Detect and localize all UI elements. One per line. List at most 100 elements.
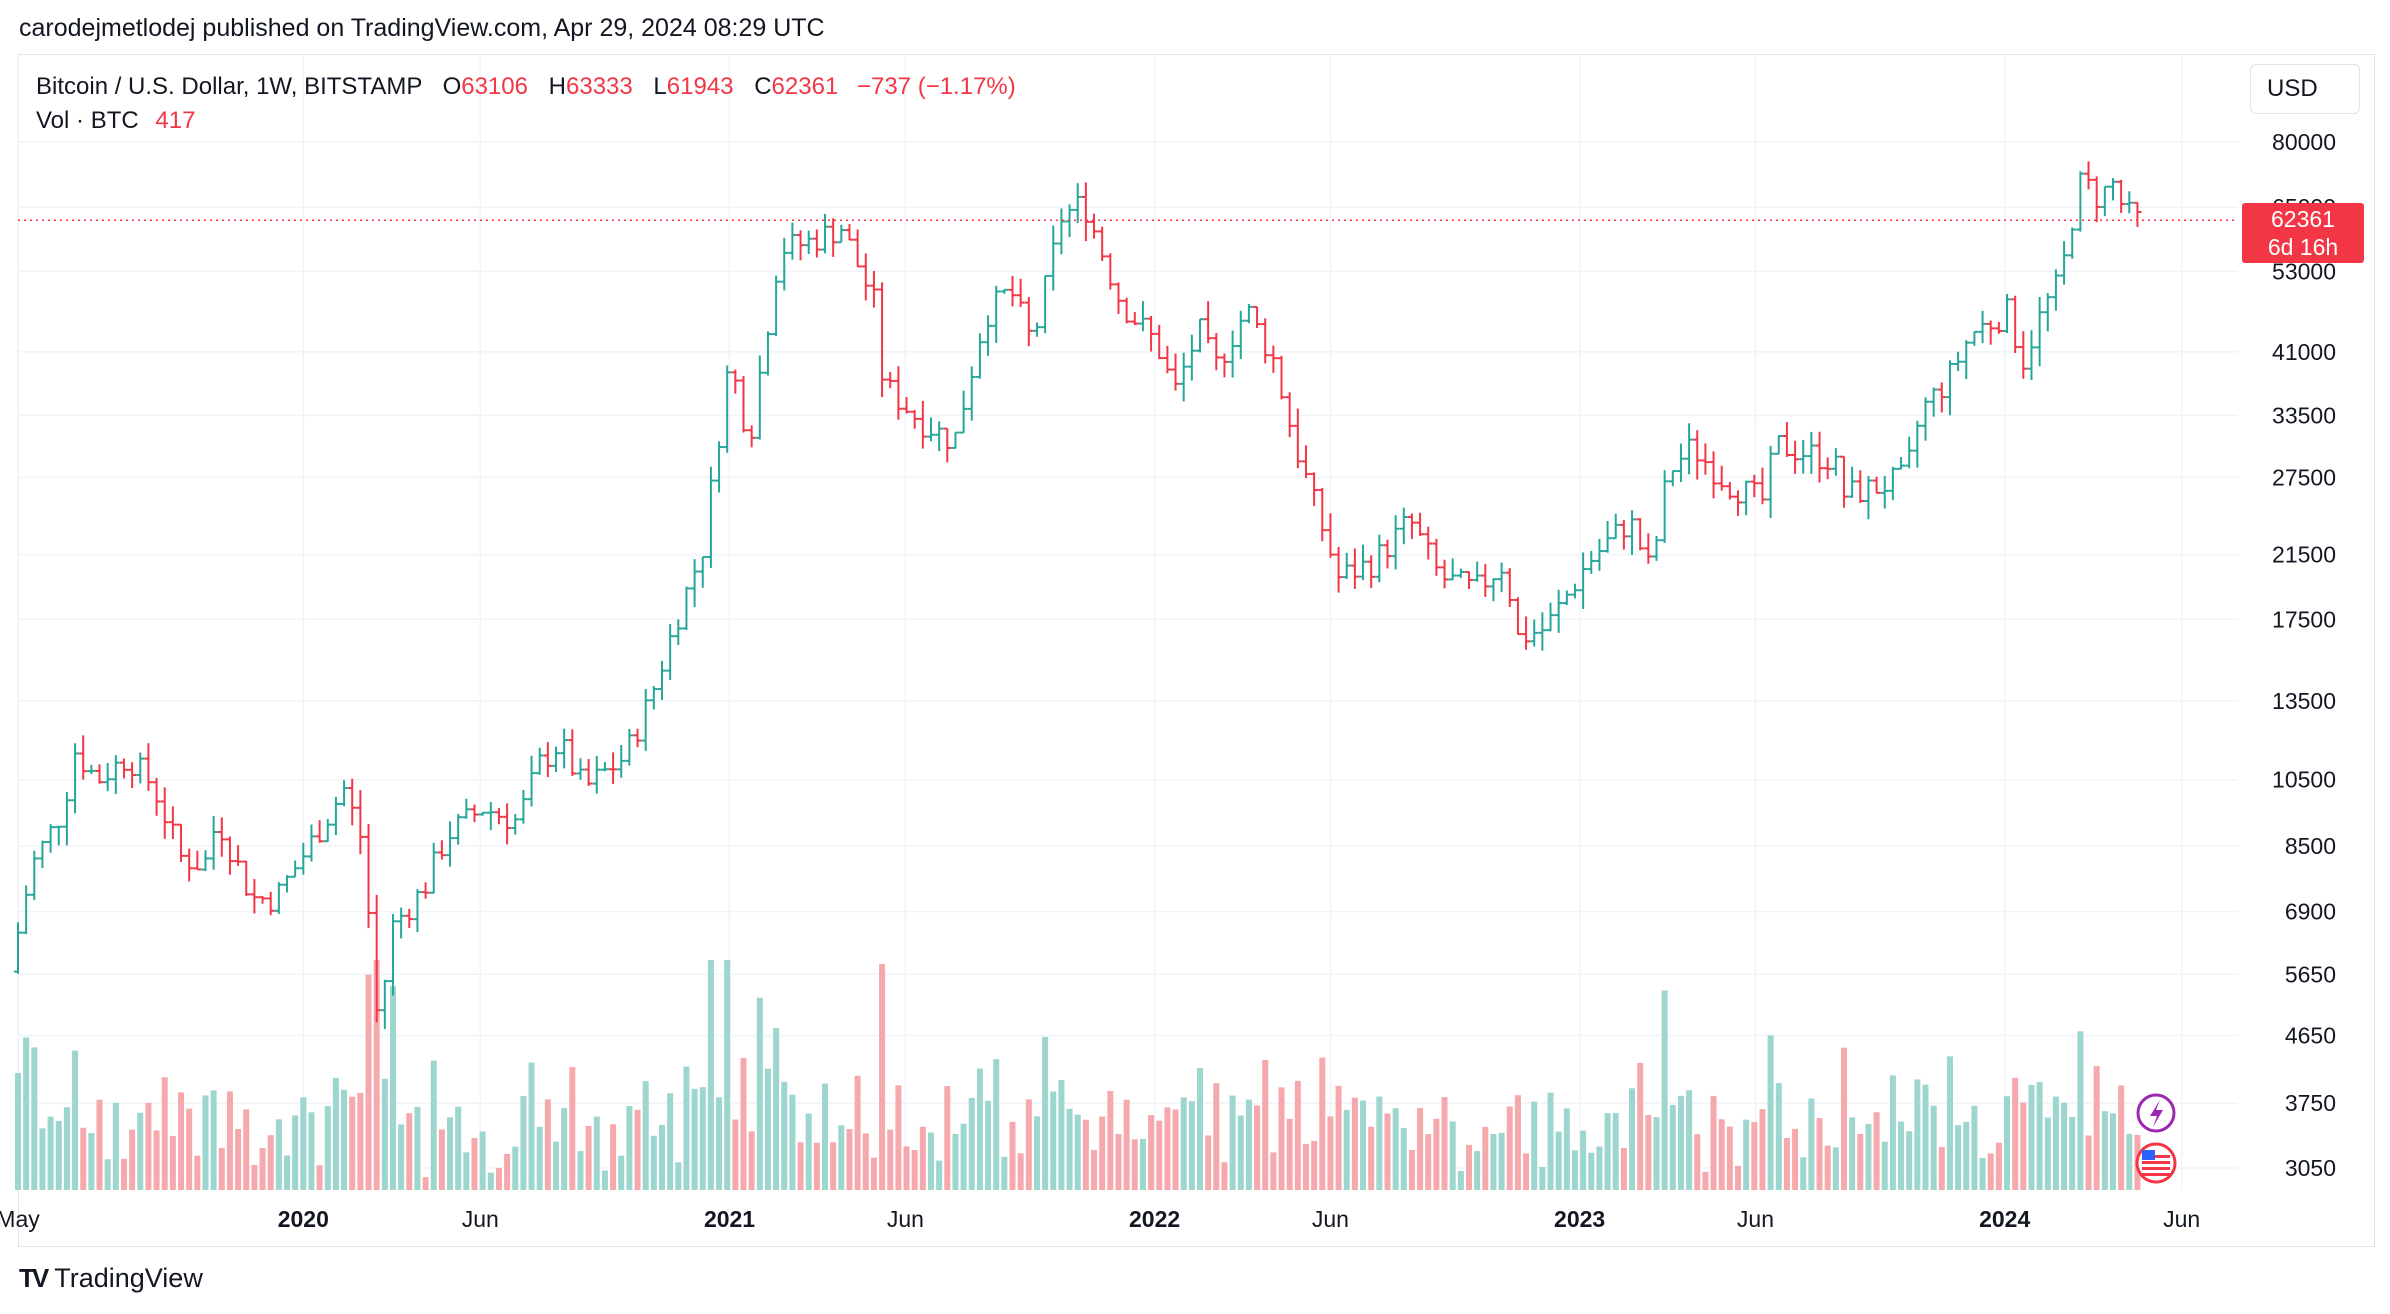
time-tick-label: 2023 xyxy=(1554,1206,1605,1232)
time-tick-label: 2020 xyxy=(278,1206,329,1232)
volume-bar xyxy=(1555,1131,1562,1190)
volume-bar xyxy=(463,1152,470,1190)
volume-bar xyxy=(1898,1121,1905,1190)
volume-bar xyxy=(1580,1130,1587,1190)
volume-bar xyxy=(1702,1171,1709,1190)
flag-stripe xyxy=(2142,1167,2170,1170)
volume-bar xyxy=(153,1130,160,1190)
volume-bar xyxy=(161,1077,168,1190)
volume-bar xyxy=(1686,1090,1693,1190)
volume-bar xyxy=(1759,1109,1766,1190)
volume-bar xyxy=(1808,1098,1815,1190)
volume-bar xyxy=(1482,1126,1489,1190)
volume-bar xyxy=(1335,1085,1342,1190)
volume-bar xyxy=(585,1125,592,1190)
volume-bar xyxy=(381,1078,388,1190)
volume-bar xyxy=(1677,1095,1684,1190)
tradingview-logo[interactable]: TV TradingView xyxy=(19,1263,203,1294)
volume-bar xyxy=(903,1146,910,1190)
volume-bar xyxy=(1245,1099,1252,1190)
volume-bar xyxy=(284,1155,291,1190)
volume-bar xyxy=(1327,1116,1334,1190)
volume-bar xyxy=(218,1147,225,1190)
volume-bar xyxy=(1270,1152,1277,1190)
time-tick-label: Jun xyxy=(462,1206,499,1232)
high-label: H xyxy=(548,73,566,100)
volume-bar xyxy=(1531,1101,1538,1190)
volume-bar xyxy=(438,1129,445,1190)
volume-bar xyxy=(724,960,731,1190)
volume-bar xyxy=(259,1147,266,1190)
volume-bar xyxy=(1792,1128,1799,1190)
volume-bar xyxy=(1645,1114,1652,1190)
volume-bar xyxy=(1474,1151,1481,1190)
volume-bar xyxy=(561,1107,568,1190)
volume-bar xyxy=(1612,1113,1619,1190)
volume-bar xyxy=(2077,1031,2084,1190)
volume-bar xyxy=(47,1116,54,1190)
volume-label[interactable]: Vol · BTC xyxy=(36,107,139,134)
volume-bar xyxy=(104,1159,111,1190)
volume-bar xyxy=(707,960,714,1190)
volume-bar xyxy=(805,1113,812,1190)
volume-bar xyxy=(1009,1121,1016,1190)
volume-bar xyxy=(1254,1105,1261,1190)
volume-bar xyxy=(1800,1157,1807,1190)
bar-countdown: 6d 16h xyxy=(2267,234,2339,260)
volume-bar xyxy=(895,1085,902,1190)
volume-bar xyxy=(789,1094,796,1190)
low-label: L xyxy=(653,73,667,100)
volume-bar xyxy=(952,1133,959,1190)
time-tick-label: Jun xyxy=(2163,1206,2200,1232)
symbol-title[interactable]: Bitcoin / U.S. Dollar, 1W, BITSTAMP xyxy=(36,73,422,100)
volume-bar xyxy=(1653,1117,1660,1190)
volume-bar xyxy=(1286,1118,1293,1190)
volume-bar xyxy=(1001,1156,1008,1190)
high-value: 63333 xyxy=(566,73,633,100)
volume-bar xyxy=(1995,1142,2002,1190)
volume-bar xyxy=(870,1157,877,1190)
volume-bar xyxy=(993,1059,1000,1190)
volume-bar xyxy=(2061,1102,2068,1190)
close-value: 62361 xyxy=(771,73,839,100)
volume-bar xyxy=(39,1128,46,1190)
volume-bar xyxy=(1816,1118,1823,1190)
volume-bar xyxy=(1906,1131,1913,1190)
volume-bar xyxy=(120,1158,127,1190)
price-tick-label: 13500 xyxy=(2272,688,2336,714)
close-label: C xyxy=(754,73,772,100)
volume-bar xyxy=(422,1177,429,1190)
volume-bar xyxy=(1042,1036,1049,1190)
volume-bar xyxy=(55,1120,62,1190)
volume-bar xyxy=(430,1060,437,1190)
volume-bar xyxy=(365,974,372,1190)
volume-bar xyxy=(1188,1101,1195,1190)
volume-bar xyxy=(781,1081,788,1190)
volume-bar xyxy=(316,1165,323,1190)
volume-bar xyxy=(1351,1097,1358,1190)
open-value: 63106 xyxy=(461,73,528,100)
volume-bar xyxy=(235,1129,242,1190)
volume-bar xyxy=(1033,1116,1040,1190)
volume-bar xyxy=(2069,1117,2076,1190)
currency-button[interactable]: USD xyxy=(2250,64,2360,114)
volume-bar xyxy=(72,1050,79,1190)
volume-bar xyxy=(650,1135,657,1190)
price-tick-label: 80000 xyxy=(2272,129,2336,155)
volume-bar xyxy=(129,1129,136,1190)
volume-bar xyxy=(1938,1147,1945,1190)
volume-bar xyxy=(357,1092,364,1190)
volume-bar xyxy=(732,1119,739,1190)
volume-bar xyxy=(504,1153,511,1190)
volume-bar xyxy=(2052,1096,2059,1190)
volume-bar xyxy=(1971,1105,1978,1190)
volume-bar xyxy=(593,1116,600,1190)
volume-bar xyxy=(658,1124,665,1190)
volume-bar xyxy=(1498,1132,1505,1190)
volume-bar xyxy=(1164,1107,1171,1190)
price-axis: 8000065000530004100033500275002150017500… xyxy=(2135,129,2336,1184)
volume-bar xyxy=(887,1129,894,1190)
volume-bar xyxy=(23,1037,30,1190)
volume-bar xyxy=(15,1072,21,1190)
